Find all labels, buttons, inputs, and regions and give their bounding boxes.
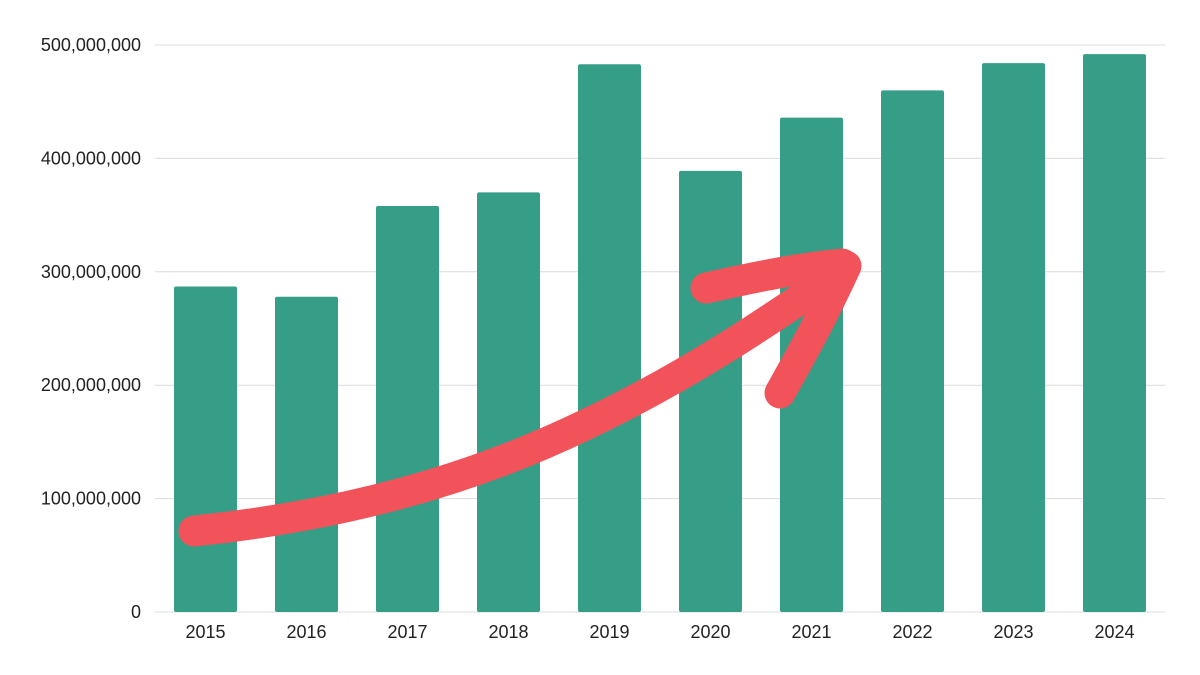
bars [174, 54, 1146, 613]
x-tick-label: 2023 [993, 622, 1033, 642]
x-tick-label: 2015 [185, 622, 225, 642]
y-tick-label: 300,000,000 [41, 262, 141, 282]
y-tick-label: 500,000,000 [41, 35, 141, 55]
bar-2018 [477, 192, 540, 613]
x-tick-label: 2019 [589, 622, 629, 642]
bar-2016 [275, 296, 338, 612]
y-tick-label: 200,000,000 [41, 375, 141, 395]
x-tick-label: 2022 [892, 622, 932, 642]
x-axis-tick-labels: 2015 2016 2017 2018 2019 2020 2021 2022 2023 2024 [185, 622, 1134, 642]
bar-2019 [578, 64, 641, 612]
x-tick-label: 2020 [690, 622, 730, 642]
bar-2017 [376, 206, 439, 612]
trend-arrow-annotation [178, 248, 862, 547]
y-tick-label: 100,000,000 [41, 489, 141, 509]
x-tick-label: 2021 [791, 622, 831, 642]
upward-trend-arrow-shaft [178, 256, 856, 547]
x-tick-label: 2017 [387, 622, 427, 642]
bar-2024 [1083, 54, 1146, 612]
x-tick-label: 2024 [1094, 622, 1134, 642]
upward-trend-arrow-head-bottom [764, 250, 862, 409]
upward-trend-arrow-head-top [690, 248, 858, 304]
bar-2023 [982, 63, 1045, 613]
bar-2020 [679, 170, 742, 612]
bar-2015 [174, 286, 237, 612]
x-tick-label: 2016 [286, 622, 326, 642]
y-tick-label: 0 [131, 602, 141, 622]
x-tick-label: 2018 [488, 622, 528, 642]
y-axis-tick-labels: 0 100,000,000 200,000,000 300,000,000 400,00… [41, 35, 141, 622]
y-tick-label: 400,000,000 [41, 148, 141, 168]
bar-2022 [881, 90, 944, 613]
